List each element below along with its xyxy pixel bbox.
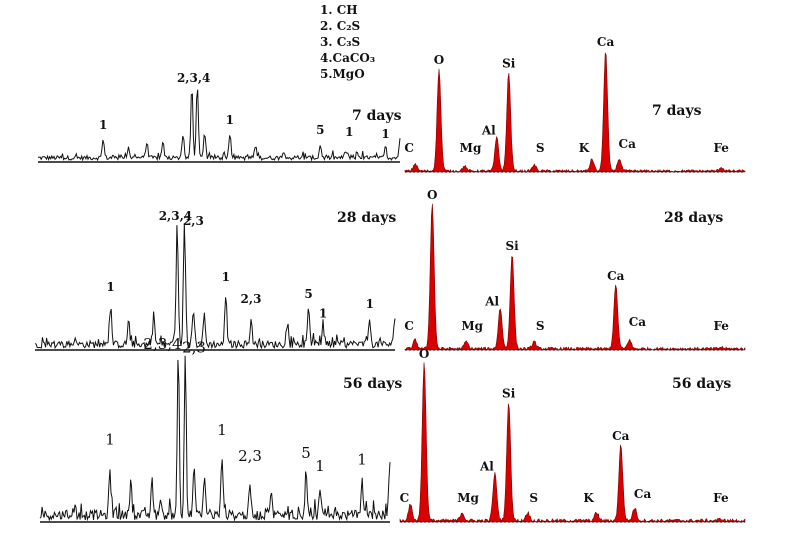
element-label: C bbox=[400, 491, 410, 505]
element-label: Ca bbox=[607, 269, 625, 283]
element-label: Si bbox=[502, 387, 516, 401]
peak-label: 1 bbox=[217, 421, 227, 439]
xrd-panel-2: 12,3,4 2,312,3 51 156 days bbox=[39, 335, 402, 523]
element-label: S bbox=[529, 491, 538, 505]
peak-label: 1 bbox=[357, 451, 367, 469]
element-label: C bbox=[404, 141, 414, 155]
legend-item: 3. C₃S bbox=[320, 35, 360, 49]
peak-label: 1 bbox=[366, 297, 374, 311]
element-label: Ca bbox=[612, 429, 630, 443]
element-label: Fe bbox=[713, 491, 729, 505]
peak-label: 2,3,4 bbox=[159, 209, 192, 223]
element-label: S bbox=[536, 141, 545, 155]
peak-label: 5 bbox=[301, 444, 311, 462]
peak-label: 2,3,4 bbox=[143, 335, 181, 353]
element-label: Mg bbox=[461, 319, 483, 333]
xrd-trace-1 bbox=[34, 223, 396, 350]
legend-item: 4.CaCO₃ bbox=[320, 51, 375, 65]
legend-item: 5.MgO bbox=[320, 67, 365, 81]
peak-label: 2,3 bbox=[241, 292, 262, 306]
element-label: C bbox=[404, 319, 414, 333]
element-label: K bbox=[579, 141, 590, 155]
element-label: O bbox=[434, 53, 444, 67]
peak-label: 1 bbox=[226, 113, 234, 127]
peak-label: 1 bbox=[345, 125, 353, 139]
peak-label: 2,3 bbox=[238, 447, 262, 465]
element-label: O bbox=[419, 347, 429, 361]
element-label: Mg bbox=[457, 491, 479, 505]
peak-label: 2,3 bbox=[183, 214, 204, 228]
peak-label: 2,3 bbox=[182, 338, 206, 356]
phase-legend: 1. CH 2. C₂S 3. C₃S 4.CaCO₃ 5.MgO bbox=[320, 3, 375, 81]
eds-spectrum-3 bbox=[404, 52, 746, 173]
xrd-trace-0 bbox=[37, 89, 401, 162]
element-label: O bbox=[427, 188, 437, 202]
xrd-trace-2 bbox=[39, 355, 391, 522]
panel-title: 28 days bbox=[337, 210, 396, 226]
peak-label: 1 bbox=[222, 270, 230, 284]
eds-panel-3: C O Mg Al Si S K Ca Ca Fe 7 days bbox=[404, 35, 746, 173]
eds-panel-5: C O Mg Al Si S K Ca Ca Fe 56 days bbox=[399, 347, 746, 523]
element-label: Fe bbox=[713, 141, 729, 155]
element-label: K bbox=[583, 491, 594, 505]
element-label: Al bbox=[481, 123, 496, 137]
peak-label: 5 bbox=[304, 287, 312, 301]
element-label: Al bbox=[484, 294, 499, 308]
peak-label: 1 bbox=[106, 280, 114, 294]
element-label: Ca bbox=[597, 35, 615, 49]
element-label: Al bbox=[479, 460, 494, 474]
panel-title: 7 days bbox=[352, 108, 402, 124]
peak-label: 1 bbox=[381, 127, 389, 141]
peak-label: 1 bbox=[105, 431, 115, 449]
eds-spectrum-4 bbox=[404, 203, 746, 351]
element-label: Mg bbox=[460, 141, 482, 155]
peak-label: 2,3,4 bbox=[177, 71, 210, 85]
legend-item: 2. C₂S bbox=[320, 19, 360, 33]
panel-title: 7 days bbox=[652, 103, 702, 119]
panel-title: 28 days bbox=[664, 210, 723, 226]
eds-spectrum-5 bbox=[399, 362, 746, 523]
element-label: Ca bbox=[629, 315, 647, 329]
element-label: Ca bbox=[634, 487, 652, 501]
peak-label: 1 bbox=[99, 118, 107, 132]
element-label: Si bbox=[502, 57, 516, 71]
panel-title: 56 days bbox=[672, 376, 731, 392]
element-label: Si bbox=[505, 239, 519, 253]
peak-label: 1 bbox=[315, 457, 325, 475]
xrd-panel-0: 12,3,415 1 17 days bbox=[37, 71, 402, 163]
peak-label: 5 bbox=[316, 123, 324, 137]
peak-label: 1 bbox=[319, 307, 327, 321]
element-label: Ca bbox=[619, 137, 637, 151]
panel-title: 56 days bbox=[343, 376, 402, 392]
legend-item: 1. CH bbox=[320, 3, 358, 17]
element-label: Fe bbox=[713, 319, 729, 333]
element-label: S bbox=[536, 319, 545, 333]
